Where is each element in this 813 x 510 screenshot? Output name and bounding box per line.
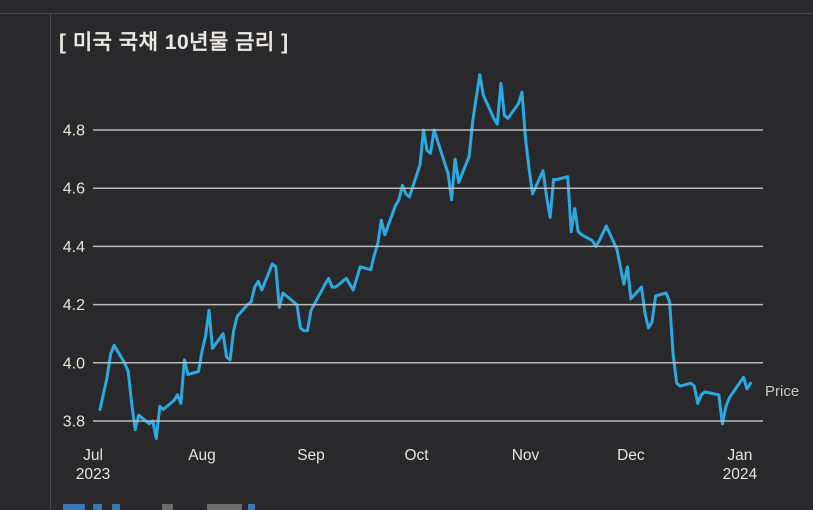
svg-text:Oct: Oct	[404, 447, 429, 464]
footer-text-fragment	[162, 504, 173, 510]
svg-text:4.2: 4.2	[63, 297, 85, 314]
svg-text:3.8: 3.8	[63, 414, 85, 431]
x-axis-labels: Jul 2023 Aug Sep Oct Nov Dec Jan 2024	[76, 447, 758, 483]
svg-text:2023: 2023	[76, 466, 110, 483]
svg-text:Sep: Sep	[297, 447, 325, 464]
svg-text:4.4: 4.4	[63, 239, 85, 256]
svg-text:Nov: Nov	[512, 447, 540, 464]
svg-text:4.0: 4.0	[63, 355, 85, 372]
footer-text-fragment	[63, 504, 85, 510]
y-axis-labels: 3.8 4.0 4.2 4.4 4.6 4.8	[63, 123, 85, 431]
footer-text-fragment	[207, 504, 242, 510]
footer-text-fragment	[93, 504, 102, 510]
svg-text:4.8: 4.8	[63, 123, 85, 140]
footer-text-fragment	[248, 504, 255, 510]
series-line	[98, 73, 752, 440]
svg-text:Jan: Jan	[727, 447, 752, 464]
footer-text-fragment	[112, 504, 120, 510]
chart-title: [ 미국 국채 10년물 금리 ]	[59, 31, 289, 54]
price-series-label: Price	[765, 383, 800, 400]
svg-text:Dec: Dec	[617, 447, 645, 464]
svg-text:2024: 2024	[723, 466, 758, 483]
panel-top-border	[0, 13, 813, 14]
svg-text:Jul: Jul	[83, 447, 103, 464]
svg-text:4.6: 4.6	[63, 181, 85, 198]
panel-left-border	[50, 13, 51, 510]
footer-clipped-text	[0, 503, 813, 510]
svg-text:Aug: Aug	[188, 447, 216, 464]
grid-lines	[93, 129, 763, 422]
